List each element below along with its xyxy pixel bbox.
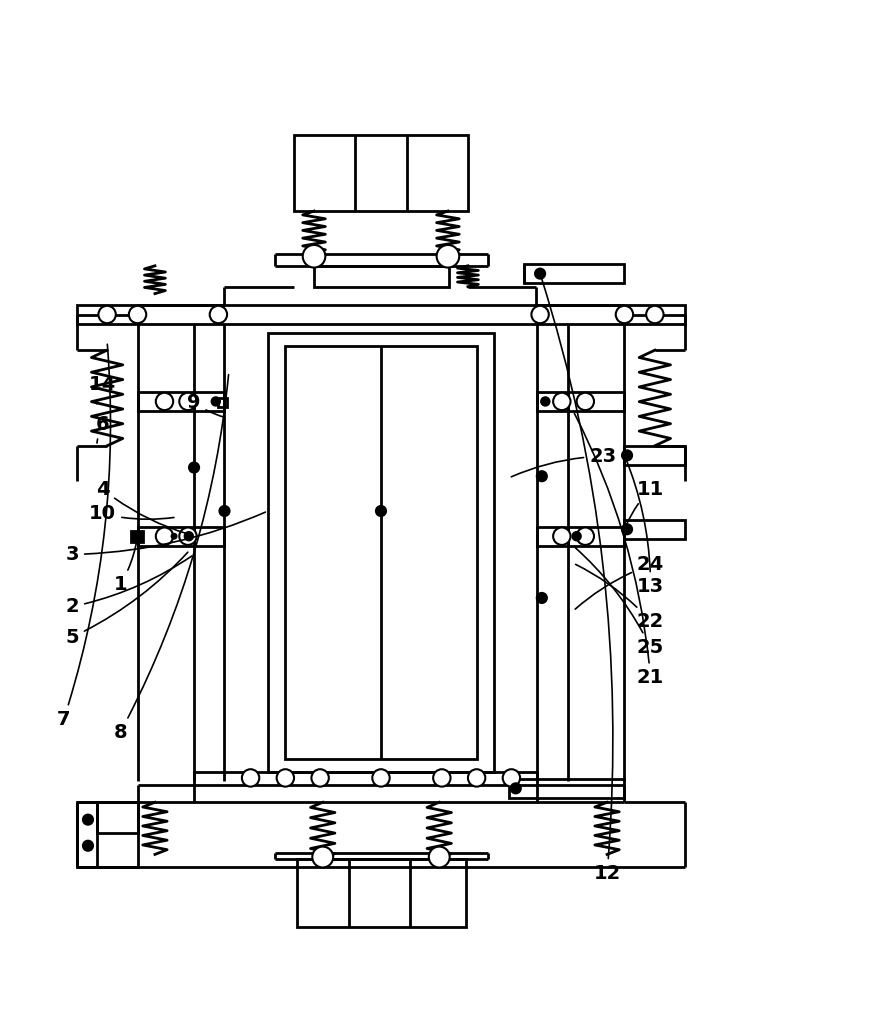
- Circle shape: [646, 306, 663, 323]
- Bar: [625, 446, 685, 465]
- Circle shape: [156, 527, 173, 545]
- Circle shape: [179, 527, 197, 545]
- Text: 8: 8: [114, 375, 228, 742]
- Bar: [268, 333, 494, 772]
- Circle shape: [219, 505, 231, 517]
- Bar: [137, 526, 194, 546]
- Circle shape: [531, 306, 549, 323]
- Circle shape: [184, 531, 194, 542]
- Circle shape: [553, 527, 570, 545]
- Bar: [194, 772, 537, 785]
- Bar: [524, 264, 625, 283]
- Circle shape: [577, 527, 594, 545]
- Circle shape: [616, 306, 634, 323]
- Bar: [131, 531, 143, 543]
- Text: 24: 24: [575, 555, 664, 609]
- Bar: [297, 858, 466, 927]
- Bar: [537, 526, 568, 546]
- Circle shape: [179, 392, 197, 410]
- Circle shape: [312, 846, 333, 868]
- Text: 13: 13: [626, 458, 664, 596]
- Circle shape: [571, 531, 582, 542]
- Text: 22: 22: [576, 564, 664, 631]
- Text: 25: 25: [575, 548, 664, 657]
- Bar: [285, 345, 477, 758]
- Text: 5: 5: [66, 552, 188, 647]
- Circle shape: [242, 770, 259, 787]
- Text: 3: 3: [66, 512, 265, 564]
- Circle shape: [211, 397, 221, 407]
- Circle shape: [437, 245, 459, 268]
- Circle shape: [536, 470, 548, 482]
- Bar: [77, 802, 137, 868]
- Text: 7: 7: [57, 344, 110, 729]
- Bar: [194, 526, 225, 546]
- Text: 23: 23: [511, 447, 616, 477]
- Circle shape: [429, 846, 450, 868]
- Text: 12: 12: [541, 276, 620, 883]
- Circle shape: [82, 840, 94, 851]
- Circle shape: [503, 770, 520, 787]
- Text: 10: 10: [89, 504, 174, 523]
- Circle shape: [621, 450, 634, 462]
- Circle shape: [433, 770, 451, 787]
- Text: 6: 6: [96, 415, 109, 443]
- Bar: [508, 779, 625, 798]
- Bar: [568, 526, 625, 546]
- Circle shape: [468, 770, 486, 787]
- Text: 4: 4: [96, 479, 187, 533]
- Circle shape: [553, 392, 570, 410]
- Text: 11: 11: [626, 479, 664, 526]
- Circle shape: [129, 306, 146, 323]
- Circle shape: [156, 392, 173, 410]
- Bar: [314, 266, 449, 287]
- Text: 21: 21: [574, 414, 664, 688]
- Circle shape: [372, 770, 389, 787]
- Circle shape: [534, 268, 546, 280]
- Circle shape: [303, 245, 326, 268]
- Bar: [294, 135, 468, 211]
- Text: 2: 2: [66, 556, 192, 616]
- Circle shape: [536, 592, 548, 604]
- Circle shape: [540, 397, 550, 407]
- Bar: [96, 802, 137, 833]
- Bar: [194, 391, 225, 411]
- Circle shape: [210, 306, 228, 323]
- Circle shape: [98, 306, 116, 323]
- Circle shape: [188, 462, 200, 473]
- Circle shape: [82, 814, 94, 826]
- Text: 14: 14: [89, 375, 116, 404]
- Bar: [568, 391, 625, 411]
- Circle shape: [621, 523, 634, 536]
- Circle shape: [509, 782, 522, 794]
- Bar: [537, 391, 568, 411]
- Circle shape: [312, 770, 329, 787]
- Bar: [625, 520, 685, 539]
- Bar: [219, 398, 228, 407]
- Text: 9: 9: [187, 392, 224, 417]
- Bar: [77, 305, 685, 324]
- Circle shape: [171, 532, 178, 540]
- Circle shape: [276, 770, 294, 787]
- Circle shape: [374, 505, 387, 517]
- Text: 1: 1: [114, 539, 137, 595]
- Bar: [137, 391, 194, 411]
- Circle shape: [577, 392, 594, 410]
